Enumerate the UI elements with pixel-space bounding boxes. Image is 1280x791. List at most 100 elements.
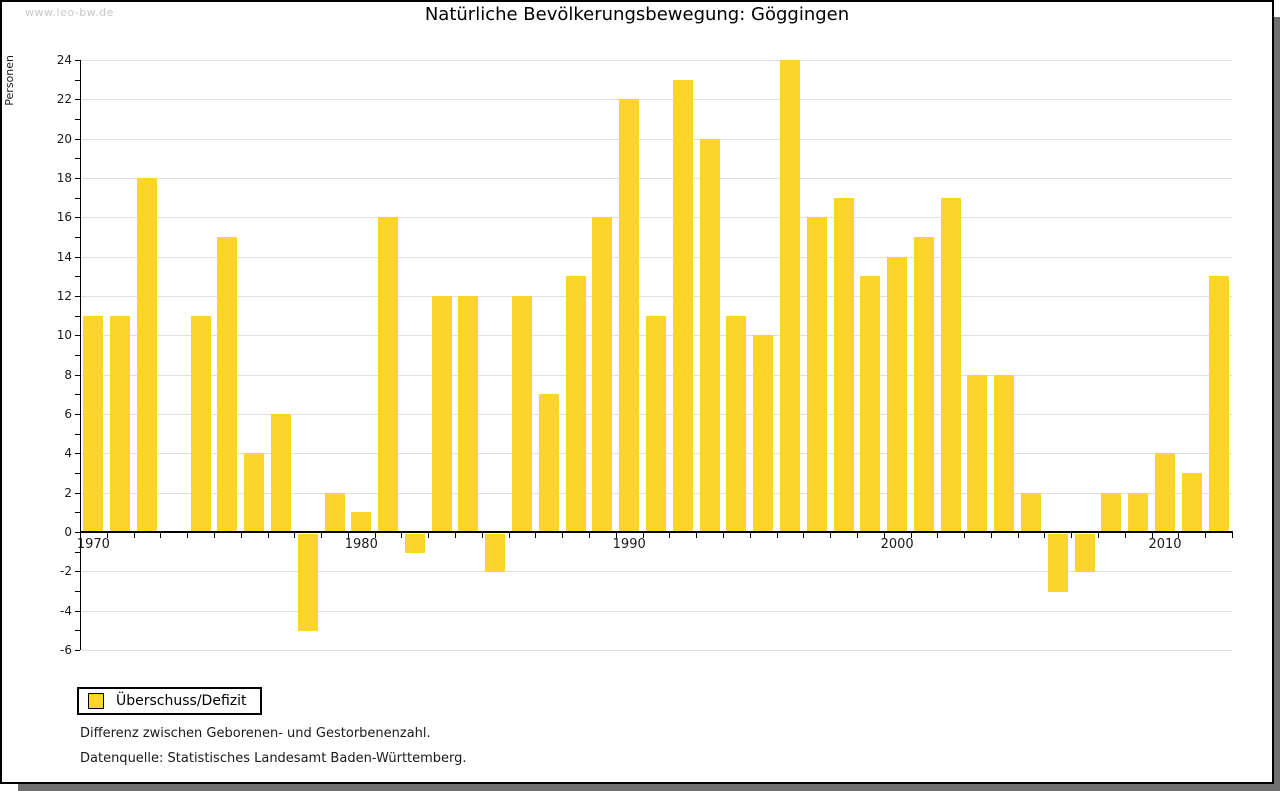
y-tick--2 bbox=[75, 571, 80, 573]
bar-1972 bbox=[136, 177, 157, 531]
y-tick-16 bbox=[75, 217, 80, 219]
x-tick-36 bbox=[1044, 533, 1046, 538]
y-tick-label-10: 10 bbox=[56, 328, 72, 343]
x-tick-24 bbox=[722, 533, 724, 538]
x-tick-40 bbox=[1151, 533, 1153, 538]
x-tick-18 bbox=[562, 533, 564, 538]
x-tick-23 bbox=[696, 533, 698, 538]
bar-1974 bbox=[190, 315, 211, 531]
bar-1991 bbox=[646, 315, 666, 531]
bar-1987 bbox=[538, 394, 559, 531]
footnote-description: Differenz zwischen Geborenen- und Gestor… bbox=[80, 726, 431, 741]
gridline--6 bbox=[81, 650, 1232, 651]
x-tick-10 bbox=[347, 533, 349, 538]
gridline--2 bbox=[81, 571, 1232, 573]
bar-2002 bbox=[940, 197, 961, 531]
x-tick-14 bbox=[455, 533, 457, 538]
y-axis-title: Personen bbox=[3, 55, 16, 106]
gridline-20 bbox=[81, 138, 1232, 140]
y-tick-12 bbox=[75, 295, 80, 297]
y-tick-23 bbox=[75, 79, 80, 81]
bar-1986 bbox=[512, 295, 533, 531]
gridline-22 bbox=[81, 99, 1232, 101]
gridline-16 bbox=[81, 217, 1232, 219]
bar-1975 bbox=[217, 236, 238, 531]
x-tick-28 bbox=[830, 533, 832, 538]
x-tick-15 bbox=[481, 533, 483, 538]
y-tick-label-12: 12 bbox=[56, 288, 72, 303]
x-tick-27 bbox=[803, 533, 805, 538]
x-tick-11 bbox=[374, 533, 376, 538]
y-tick-19 bbox=[75, 158, 80, 160]
bar-1978 bbox=[297, 534, 318, 632]
legend-swatch-icon bbox=[88, 693, 104, 709]
x-tick-0 bbox=[80, 533, 81, 538]
x-tick-32 bbox=[937, 533, 939, 538]
y-tick-label-2: 2 bbox=[64, 485, 72, 500]
x-tick-12 bbox=[401, 533, 403, 538]
x-tick-3 bbox=[160, 533, 162, 538]
bar-2000 bbox=[887, 256, 908, 531]
y-tick-label-4: 4 bbox=[64, 446, 72, 461]
y-tick--5 bbox=[75, 630, 80, 632]
gridline-12 bbox=[81, 295, 1232, 297]
bar-1977 bbox=[270, 413, 291, 531]
bar-1993 bbox=[699, 138, 720, 531]
x-tick-label-2010: 2010 bbox=[1148, 537, 1182, 552]
x-tick-7 bbox=[267, 533, 269, 538]
y-tick-1 bbox=[75, 512, 80, 514]
watermark: www.leo-bw.de bbox=[25, 6, 114, 19]
x-tick-8 bbox=[294, 533, 296, 538]
bar-1996 bbox=[779, 59, 800, 531]
x-tick-35 bbox=[1017, 533, 1019, 538]
x-tick-31 bbox=[910, 533, 912, 538]
bar-2006 bbox=[1047, 534, 1068, 592]
bar-1992 bbox=[672, 79, 693, 531]
bar-1995 bbox=[753, 335, 774, 531]
bar-2012 bbox=[1208, 276, 1229, 531]
x-tick-21 bbox=[642, 533, 644, 538]
y-tick-9 bbox=[75, 354, 80, 356]
gridline--4 bbox=[81, 610, 1232, 612]
legend-label: Überschuss/Defizit bbox=[116, 693, 247, 709]
bar-1985 bbox=[485, 534, 506, 573]
x-tick-9 bbox=[321, 533, 323, 538]
y-tick-10 bbox=[75, 335, 80, 337]
bar-1979 bbox=[324, 492, 345, 531]
bar-1990 bbox=[619, 99, 640, 531]
y-tick-22 bbox=[75, 99, 80, 101]
legend: Überschuss/Defizit bbox=[77, 687, 263, 715]
x-tick-43 bbox=[1232, 533, 1233, 538]
x-tick-39 bbox=[1124, 533, 1126, 538]
bar-1998 bbox=[833, 197, 854, 531]
y-tick-0 bbox=[75, 532, 80, 533]
x-tick-5 bbox=[213, 533, 215, 538]
x-tick-label-1970: 1970 bbox=[76, 537, 110, 552]
y-tick--3 bbox=[75, 591, 80, 592]
bar-1970 bbox=[83, 315, 104, 531]
y-tick-3 bbox=[75, 472, 80, 474]
y-tick-21 bbox=[75, 118, 80, 120]
y-axis-line bbox=[80, 59, 81, 650]
y-tick-7 bbox=[75, 394, 80, 396]
bar-1983 bbox=[431, 295, 452, 531]
y-tick-label--2: -2 bbox=[60, 564, 72, 579]
y-tick-13 bbox=[75, 276, 80, 278]
x-tick-33 bbox=[964, 533, 966, 538]
y-tick-11 bbox=[75, 315, 80, 317]
y-tick-24 bbox=[75, 59, 80, 61]
x-tick-41 bbox=[1178, 533, 1180, 538]
chart-title: Natürliche Bevölkerungsbewegung: Gögging… bbox=[424, 4, 850, 25]
bar-1971 bbox=[110, 315, 131, 531]
y-tick-label-22: 22 bbox=[56, 92, 72, 107]
x-tick-34 bbox=[990, 533, 992, 538]
x-axis-line bbox=[80, 531, 1233, 533]
x-tick-19 bbox=[589, 533, 591, 538]
bar-2003 bbox=[967, 374, 988, 531]
gridline-24 bbox=[81, 59, 1232, 61]
y-tick--4 bbox=[75, 610, 80, 612]
bar-2001 bbox=[913, 236, 934, 531]
y-tick-label-14: 14 bbox=[56, 249, 72, 264]
bar-2010 bbox=[1155, 453, 1176, 531]
bar-1976 bbox=[244, 453, 265, 531]
